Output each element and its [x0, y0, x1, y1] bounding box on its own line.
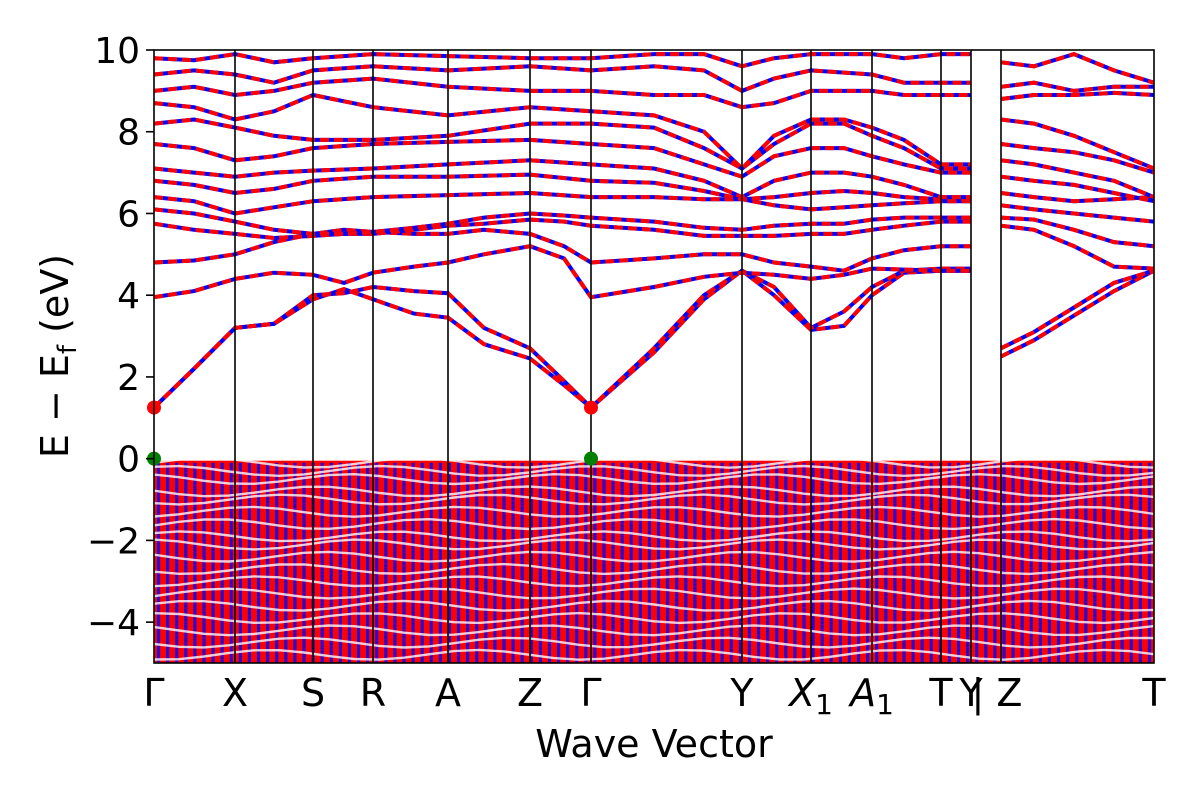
band-line-dashed [1000, 268, 1154, 351]
kpoint-subscript: 1 [815, 688, 833, 721]
band-line-dashed [1000, 90, 1154, 101]
kpoint-label: A1 [847, 671, 894, 721]
kpoint-name: A [435, 671, 461, 715]
kpoint-name: Γ [143, 671, 164, 715]
band-line-solid [154, 268, 971, 411]
band-line-dashed [154, 190, 971, 216]
kpoint-label: X [222, 671, 248, 715]
x-axis-label: Wave Vector [535, 722, 773, 766]
band-line-dashed [154, 207, 971, 236]
band-line-dashed [1000, 203, 1154, 224]
y-tick-label: 0 [117, 440, 140, 481]
valence-gap-line [154, 624, 1154, 637]
valence-gap-line [154, 493, 1154, 506]
valence-gap-line [154, 648, 1154, 661]
band-line-dashed [1000, 117, 1154, 171]
kpoint-name: Y [958, 671, 983, 715]
valence-gap-line [154, 485, 1154, 498]
kpoint-name: S [301, 671, 325, 715]
y-tick-label: −4 [87, 603, 140, 644]
band-line-dashed [154, 217, 971, 241]
kpoint-label: Y [729, 671, 754, 715]
valence-gap-line [154, 550, 1154, 563]
cbm-marker [584, 400, 598, 415]
valence-gap-line [154, 464, 1154, 478]
band-line-dashed [1000, 223, 1154, 271]
valence-gap-line [154, 587, 1154, 600]
band-line-dashed [154, 268, 971, 411]
band-edge-markers [147, 400, 598, 466]
kpoint-subscript: 1 [876, 688, 894, 721]
kpoint-name: R [360, 671, 386, 715]
kpoint-label: X1 [787, 671, 833, 721]
plot-frame [153, 49, 1155, 664]
kpoint-name: Z [996, 671, 1022, 715]
valence-gap-line [154, 530, 1154, 543]
band-line-dashed [154, 76, 971, 110]
path-break-bar: | [972, 671, 997, 716]
y-axis-label-sub: f [53, 344, 83, 354]
kpoint-name: Y [729, 671, 754, 715]
valence-gap-line [154, 472, 1154, 486]
band-line-solid [154, 266, 971, 411]
band-line-dashed [1000, 51, 1154, 85]
valence-gap-line [154, 636, 1154, 649]
valence-gap-line [154, 562, 1154, 576]
y-axis-label-main: E − E [33, 354, 77, 458]
kpoint-name: X [787, 671, 816, 715]
y-tick-label: −2 [87, 521, 140, 562]
kpoint-label: A [435, 671, 461, 715]
kpoint-name: Z [517, 671, 543, 715]
kpoint-label: Γ [580, 671, 601, 715]
high-symmetry-lines [234, 50, 1002, 663]
valence-gap-line [154, 456, 1154, 469]
band-line-dashed [1000, 191, 1154, 204]
kpoint-label: R [360, 671, 386, 715]
band-line-dashed [1000, 142, 1154, 175]
band-line-solid [1000, 51, 1154, 85]
y-axis-label: E − Ef (eV) [33, 254, 83, 458]
band-line-dashed [1000, 158, 1154, 199]
band-line-dashed [154, 244, 971, 300]
band-line-dashed [154, 266, 971, 411]
kpoint-label: T [928, 671, 953, 715]
kpoint-name: T [928, 671, 953, 715]
kpoint-label: T [1141, 671, 1166, 715]
valence-gap-line [154, 599, 1154, 612]
y-tick-label: 4 [117, 276, 140, 317]
y-tick-label: 10 [94, 31, 140, 72]
kpoint-label: Z [517, 671, 543, 715]
kpoint-name: A [847, 671, 876, 715]
valence-gap-line [154, 575, 1154, 588]
kpoint-name: X [222, 671, 248, 715]
y-axis-ticks: −4 −2 0 2 4 6 8 10 [87, 31, 154, 644]
kpoint-label: S [301, 671, 325, 715]
conduction-bands [154, 51, 1154, 411]
kpoint-name: Γ [580, 671, 601, 715]
kpoint-label: Y [958, 671, 983, 715]
valence-gap-line [154, 611, 1154, 625]
band-line-dashed [154, 52, 971, 69]
valence-gap-line [154, 538, 1154, 551]
band-line-solid [154, 244, 971, 300]
band-line-dashed [1000, 215, 1154, 249]
band-line-dashed [1000, 268, 1154, 359]
y-tick-label: 2 [117, 358, 140, 399]
band-line-dashed [1000, 80, 1154, 93]
valence-bands [154, 456, 1154, 663]
kpoint-name: T [1141, 671, 1166, 715]
valence-gap-line [154, 517, 1154, 531]
y-tick-label: 8 [117, 113, 140, 154]
kpoint-label: Γ [143, 671, 164, 715]
kpoint-label: | Z [972, 671, 1023, 716]
vbm-marker [584, 451, 598, 466]
band-line-dashed [1000, 174, 1154, 204]
y-axis-label-unit: (eV) [33, 254, 77, 345]
y-tick-label: 6 [117, 194, 140, 235]
valence-gap-line [154, 505, 1154, 518]
band-line-dashed [154, 64, 971, 94]
